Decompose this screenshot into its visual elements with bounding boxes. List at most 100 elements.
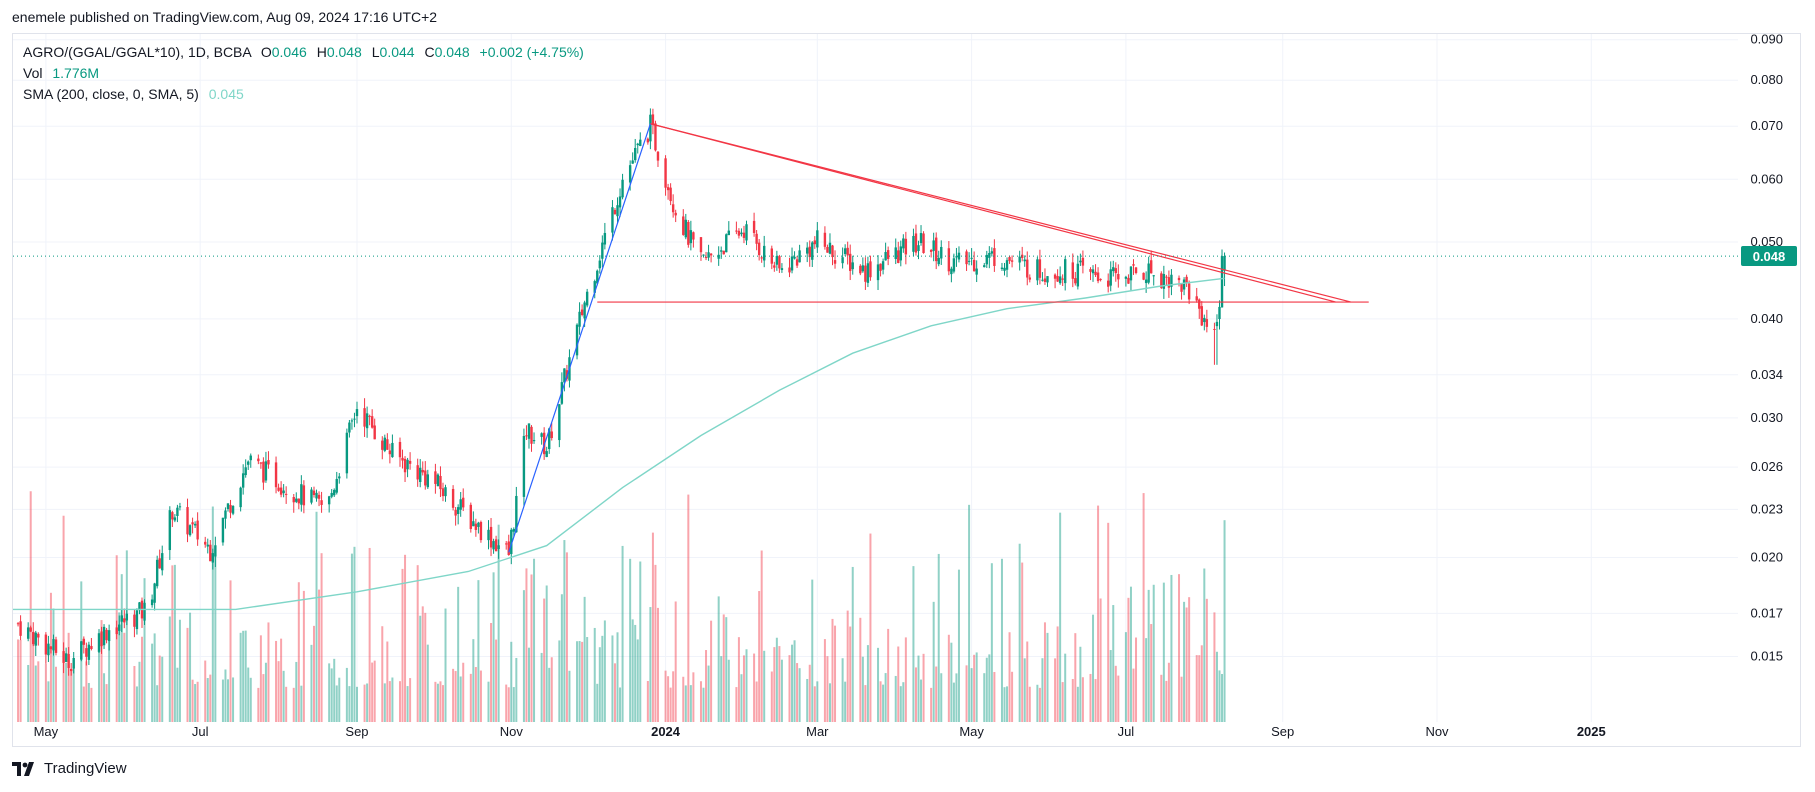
candle-body [403, 458, 407, 473]
volume-bar [687, 494, 690, 722]
volume-bar [798, 668, 801, 722]
volume-bar [753, 653, 756, 722]
volume-bar [512, 687, 515, 722]
candle-body [69, 668, 73, 672]
volume-bar [621, 545, 624, 722]
candle-body [831, 245, 834, 258]
candle-body [985, 254, 988, 265]
candle-body [138, 602, 141, 611]
candle-body [775, 256, 779, 265]
volume-bar [545, 585, 548, 722]
candle-body [530, 426, 533, 444]
volume-bar [1185, 607, 1188, 722]
volume-bar [760, 550, 763, 722]
candle-body [1058, 276, 1062, 284]
volume-bar [578, 641, 581, 722]
candle-body [1218, 306, 1221, 320]
candle-body [330, 492, 333, 497]
candle-body [580, 309, 584, 316]
low-label: L [371, 44, 380, 60]
candle-body [540, 433, 543, 437]
volume-bars [17, 491, 1226, 722]
candle-body [26, 627, 30, 639]
volume-bar [140, 636, 143, 722]
volume-bar [806, 678, 809, 722]
tradingview-brand[interactable]: TradingView [12, 760, 127, 777]
chart-frame[interactable] [12, 33, 1801, 747]
volume-bar [477, 580, 480, 722]
volume-bar [479, 670, 482, 722]
candle-body [1149, 260, 1153, 274]
candle-body [846, 247, 849, 256]
y-tick-label: 0.023 [1750, 501, 1783, 516]
candle-body [752, 220, 756, 233]
candle-body [548, 428, 551, 450]
volume-bar [1018, 543, 1021, 722]
volume-bar [406, 686, 409, 722]
candle-body [469, 504, 473, 529]
y-tick-label: 0.090 [1750, 32, 1783, 47]
volume-bar [603, 620, 606, 722]
volume-bar [720, 656, 723, 722]
volume-bar [439, 681, 442, 722]
volume-bar [44, 663, 47, 722]
candle-body [975, 268, 978, 275]
volume-bar [849, 626, 852, 722]
candle-body [155, 559, 159, 587]
candle-body [472, 521, 475, 527]
candle-body [426, 474, 430, 488]
volume-bar [613, 663, 616, 722]
candle-body [510, 529, 513, 555]
volume-bar [318, 589, 321, 722]
candle-body [704, 257, 708, 259]
candle-body [153, 583, 156, 603]
candle-body [1124, 276, 1128, 279]
volume-bar [285, 686, 288, 722]
candle-body [833, 260, 837, 264]
candle-body [239, 487, 242, 508]
candle-body [550, 431, 553, 439]
volume-bar [755, 681, 758, 722]
volume-bar [490, 622, 493, 722]
candle-body [274, 462, 278, 488]
volume-bar [171, 565, 174, 722]
legend-row-volume: Vol 1.776M [23, 65, 99, 81]
candle-body [282, 490, 285, 494]
candle-body [1213, 328, 1216, 330]
volume-bar [912, 566, 915, 722]
volume-bar [507, 687, 510, 722]
volume-bar [952, 682, 955, 722]
candle-body [229, 505, 232, 513]
candle-body [497, 545, 500, 550]
volume-bar [1205, 598, 1208, 722]
volume-bar [674, 601, 677, 722]
candle-body [1182, 279, 1186, 290]
volume-bar [1092, 614, 1095, 722]
candle-body [788, 267, 791, 273]
candle-body [424, 470, 427, 486]
candle-body [90, 646, 93, 649]
volume-bar [565, 552, 568, 722]
candle-body [689, 230, 693, 244]
candle-body [1089, 269, 1092, 272]
candle-body [879, 263, 882, 271]
volume-bar [707, 665, 710, 722]
candle-body [386, 439, 389, 450]
volume-bar [156, 685, 159, 722]
volume-bar [444, 608, 447, 722]
volume-bar [472, 639, 475, 722]
candle-body [107, 630, 111, 642]
candle-body [1043, 278, 1047, 282]
candle-body [727, 230, 730, 236]
sma-value: 0.045 [208, 86, 244, 102]
volume-bar [646, 681, 649, 722]
candle-body [841, 257, 844, 264]
volume-bar [1200, 645, 1203, 722]
volume-bar [702, 687, 705, 722]
volume-bar [67, 632, 70, 722]
candle-body [636, 143, 639, 146]
volume-bar [383, 683, 386, 722]
volume-bar [72, 666, 75, 722]
volume-bar [1203, 568, 1206, 722]
